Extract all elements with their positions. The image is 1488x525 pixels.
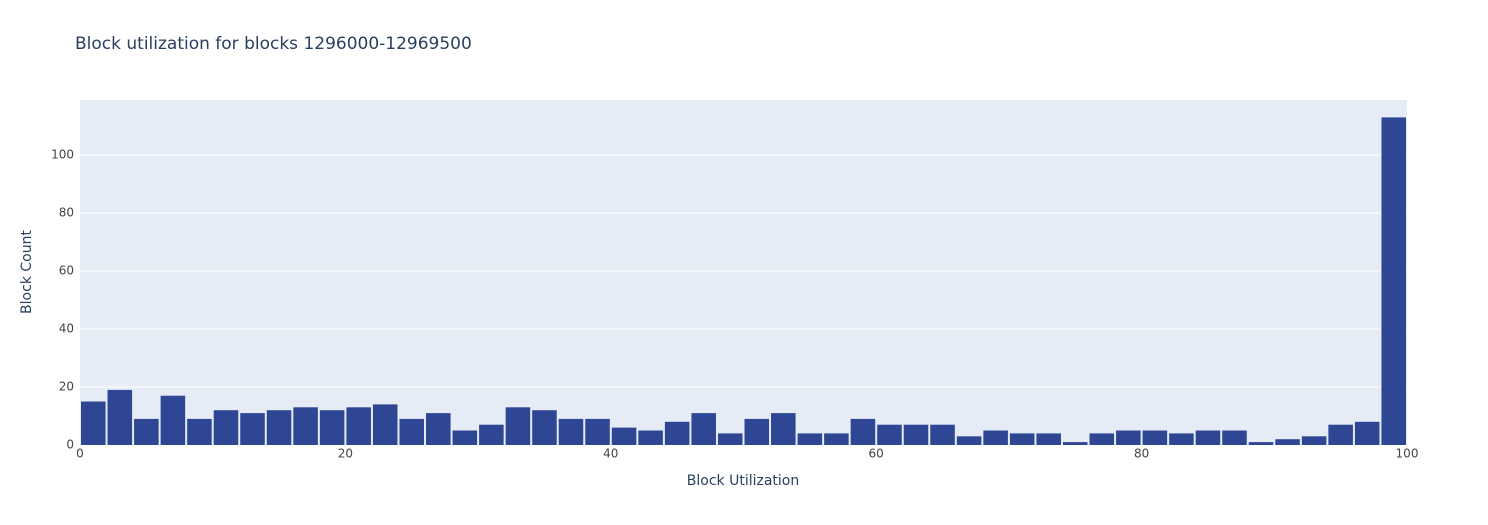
bar (956, 436, 982, 445)
bar (1009, 433, 1035, 445)
bar (1169, 433, 1194, 445)
bar (134, 418, 159, 445)
bar (717, 433, 743, 445)
bar (1195, 430, 1221, 445)
bar (319, 410, 345, 445)
bar (452, 430, 478, 445)
bar (983, 430, 1008, 445)
bar (1036, 433, 1061, 445)
bar (1062, 442, 1088, 445)
bar (479, 424, 504, 445)
bar (558, 418, 584, 445)
bar (1222, 430, 1247, 445)
x-tick-label: 0 (76, 447, 84, 461)
bar (877, 424, 902, 445)
x-tick-label: 80 (1134, 447, 1149, 461)
x-tick-label: 40 (603, 447, 618, 461)
bar (797, 433, 823, 445)
bar (107, 389, 133, 445)
bar (1328, 424, 1353, 445)
chart-title: Block utilization for blocks 1296000-129… (75, 34, 472, 54)
y-tick-label: 0 (66, 438, 74, 452)
bar (426, 413, 451, 445)
bar (399, 418, 425, 445)
bar (81, 401, 106, 445)
x-tick-label: 60 (869, 447, 884, 461)
y-axis-title: Block Count (19, 230, 35, 314)
bar (1116, 430, 1141, 445)
bar (505, 407, 531, 445)
bar (903, 424, 929, 445)
bar (213, 410, 239, 445)
bar (1275, 439, 1300, 445)
bar (1248, 442, 1274, 445)
y-tick-label: 100 (51, 148, 74, 162)
bar (930, 424, 955, 445)
bar (346, 407, 371, 445)
bar (372, 404, 398, 445)
bar (187, 418, 212, 445)
bar (266, 410, 292, 445)
y-tick-label: 20 (59, 380, 74, 394)
x-tick-label: 20 (338, 447, 353, 461)
y-tick-label: 80 (59, 206, 74, 220)
bar (691, 413, 716, 445)
bar (293, 407, 318, 445)
bar (240, 413, 265, 445)
bar (850, 418, 876, 445)
bar (824, 433, 849, 445)
bar (1381, 117, 1406, 445)
bar (611, 427, 637, 445)
bar (160, 395, 186, 445)
bar (1089, 433, 1115, 445)
bar (1301, 436, 1327, 445)
bar (664, 421, 690, 445)
bar (1354, 421, 1380, 445)
plot-area (80, 100, 1407, 445)
bar (638, 430, 663, 445)
x-tick-label: 100 (1396, 447, 1419, 461)
bar (1142, 430, 1168, 445)
bar (532, 410, 557, 445)
bar (771, 413, 796, 445)
x-axis-title: Block Utilization (687, 473, 799, 489)
y-tick-label: 60 (59, 264, 74, 278)
bar (744, 418, 770, 445)
bar (585, 418, 610, 445)
y-tick-label: 40 (59, 322, 74, 336)
